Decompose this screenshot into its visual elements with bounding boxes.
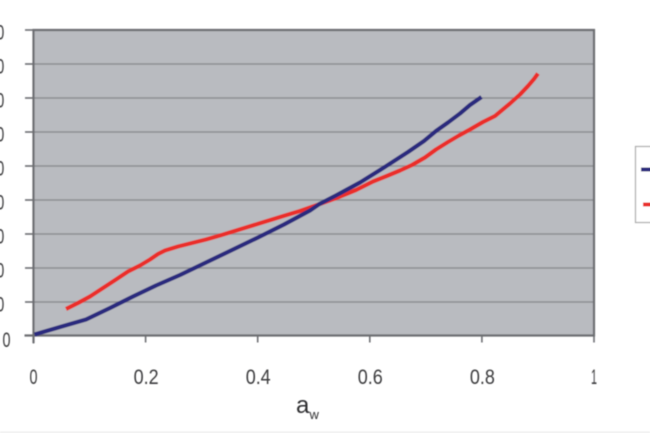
svg-text:0: 0 xyxy=(0,158,4,181)
svg-text:0: 0 xyxy=(3,329,11,352)
svg-text:0.4: 0.4 xyxy=(246,366,271,389)
svg-text:0: 0 xyxy=(0,192,4,215)
svg-text:0: 0 xyxy=(30,366,38,389)
svg-text:0.6: 0.6 xyxy=(358,366,383,389)
svg-text:a: a xyxy=(296,392,310,419)
svg-text:w: w xyxy=(309,407,320,422)
svg-text:0.2: 0.2 xyxy=(134,366,159,389)
svg-text:0: 0 xyxy=(0,22,4,45)
svg-text:0: 0 xyxy=(0,124,4,147)
svg-text:0: 0 xyxy=(0,294,4,317)
svg-text:1: 1 xyxy=(591,366,597,389)
svg-text:0: 0 xyxy=(0,90,4,113)
svg-text:0.8: 0.8 xyxy=(470,366,495,389)
svg-text:0: 0 xyxy=(0,226,4,249)
svg-text:0: 0 xyxy=(0,260,4,283)
svg-text:0: 0 xyxy=(0,56,4,79)
